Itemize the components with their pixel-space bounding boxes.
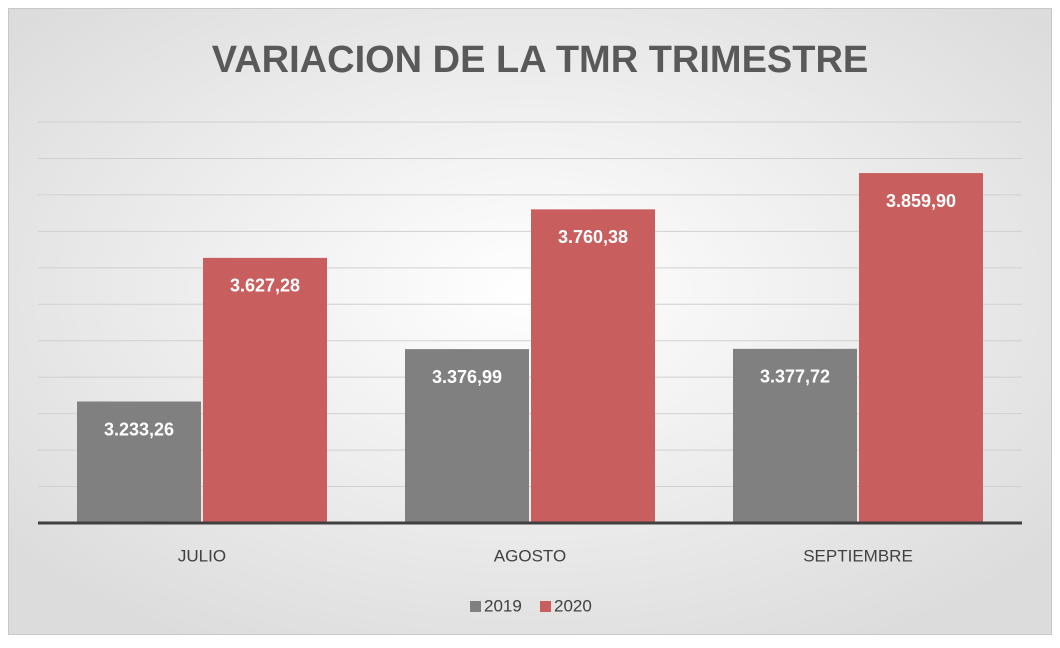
legend-swatch — [540, 601, 551, 612]
legend-label: 2019 — [484, 596, 522, 615]
x-tick-label: AGOSTO — [494, 546, 566, 565]
bar — [77, 401, 201, 523]
data-label: 3.377,72 — [760, 367, 830, 387]
legend-swatch — [470, 601, 481, 612]
legend-label: 2020 — [554, 596, 592, 615]
bar — [531, 209, 655, 523]
data-label: 3.627,28 — [230, 276, 300, 296]
data-label: 3.760,38 — [558, 227, 628, 247]
bar — [203, 257, 327, 523]
data-label: 3.376,99 — [432, 367, 502, 387]
data-label: 3.859,90 — [886, 191, 956, 211]
bar — [733, 348, 857, 523]
data-label: 3.233,26 — [104, 419, 174, 439]
x-tick-label: JULIO — [178, 546, 226, 565]
bar — [405, 349, 529, 523]
x-tick-label: SEPTIEMBRE — [803, 546, 913, 565]
chart-title: VARIACION DE LA TMR TRIMESTRE — [212, 39, 869, 81]
bar — [859, 173, 983, 523]
